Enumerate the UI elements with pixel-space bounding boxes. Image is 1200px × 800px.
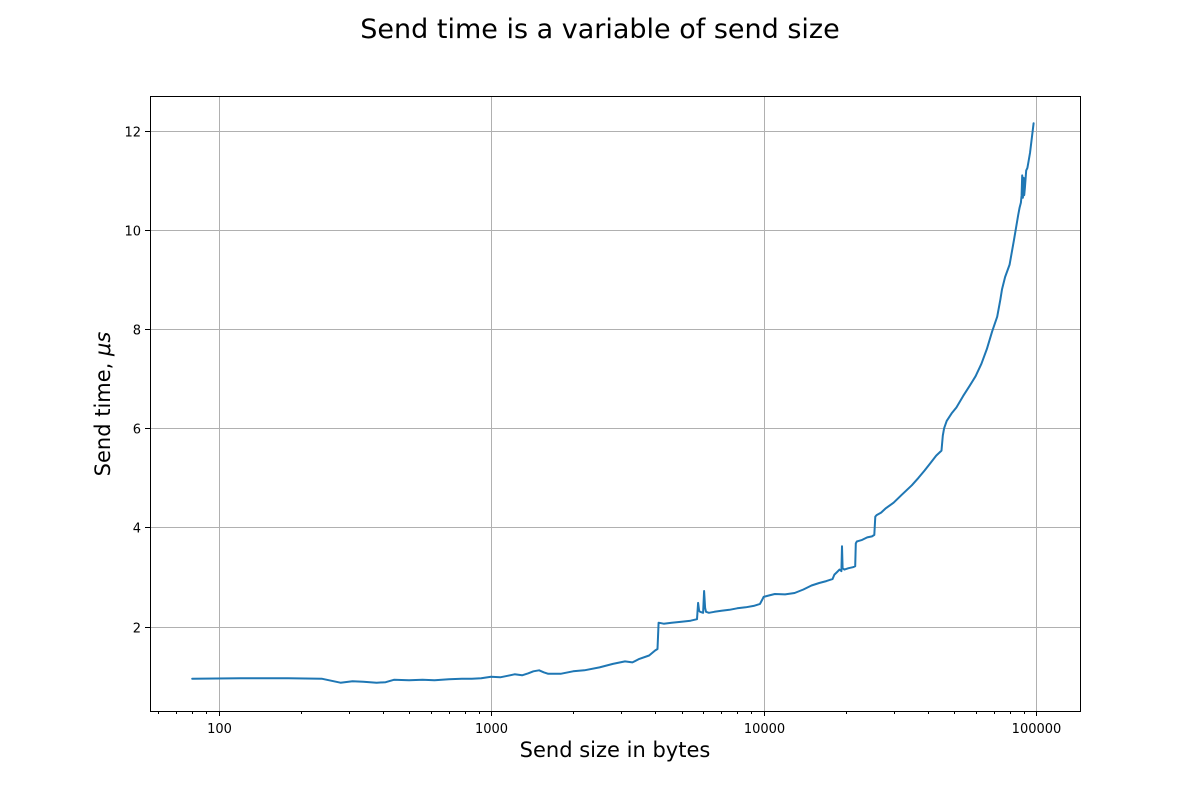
- grid: [150, 96, 1080, 711]
- x-tick-label: 100: [207, 722, 232, 737]
- y-tick-label: 8: [133, 324, 141, 339]
- series-layer: [191, 122, 1035, 684]
- chart-title: Send time is a variable of send size: [360, 14, 839, 45]
- y-tick-label: 12: [124, 126, 141, 141]
- plot-area-frame: [150, 96, 1081, 712]
- y-axis-label: Send time, μs: [91, 332, 115, 477]
- x-tick-label: 100000: [1012, 722, 1062, 737]
- x-axis-label: Send size in bytes: [520, 738, 711, 762]
- y-tick-label: 6: [133, 423, 141, 438]
- x-axis: 100 1000 10000 100000: [158, 711, 1062, 737]
- y-axis: 2 4 6 8 10 12: [124, 126, 150, 637]
- x-tick-label: 1000: [475, 722, 508, 737]
- x-tick-label: 10000: [744, 722, 785, 737]
- y-axis-label-text: Send time,: [91, 356, 115, 476]
- y-tick-label: 4: [133, 522, 141, 537]
- y-axis-label-unit: μs: [91, 332, 115, 357]
- y-tick-label: 2: [133, 622, 141, 637]
- y-tick-label: 10: [124, 225, 141, 240]
- series-line: [191, 122, 1035, 684]
